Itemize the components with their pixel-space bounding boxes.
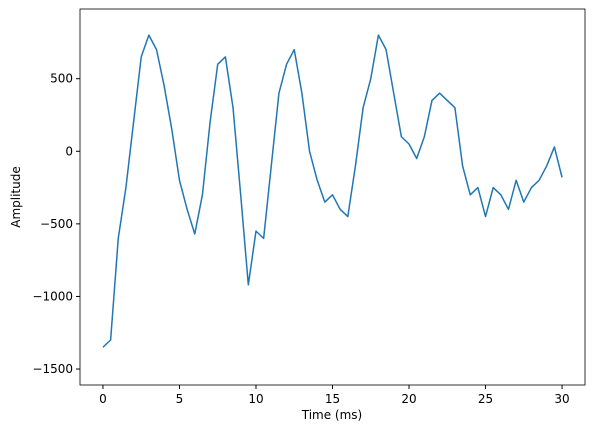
x-axis-label: Time (ms)	[301, 408, 363, 422]
y-axis-label: Amplitude	[9, 166, 23, 228]
x-tick-label: 30	[554, 392, 569, 406]
y-tick-label: 500	[50, 72, 73, 86]
x-tick-label: 0	[99, 392, 107, 406]
x-tick-label: 15	[325, 392, 340, 406]
x-tick-label: 25	[478, 392, 493, 406]
x-tick-label: 20	[401, 392, 416, 406]
x-tick-label: 10	[248, 392, 263, 406]
y-tick-label: 0	[65, 144, 73, 158]
y-tick-label: −500	[40, 217, 73, 231]
data-line	[102, 34, 563, 348]
y-tick-label: −1500	[32, 362, 73, 376]
x-tick-label: 5	[176, 392, 184, 406]
axes-frame	[79, 8, 586, 386]
y-tick-label: −1000	[32, 289, 73, 303]
